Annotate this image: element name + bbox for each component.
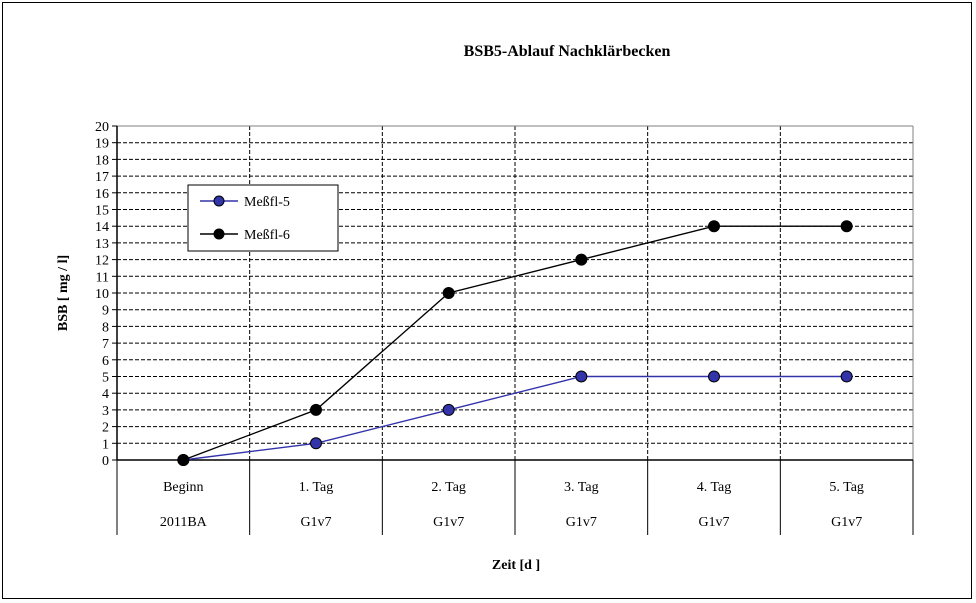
chart-title: BSB5-Ablauf Nachklärbecken [464,43,671,60]
x-tick-sublabel: 2011BA [160,515,208,530]
data-point [310,403,322,416]
x-tick-label: 5. Tag [829,480,864,495]
y-tick-label: 11 [96,270,109,285]
y-tick-label: 9 [102,304,109,319]
x-tick-label: Beginn [163,480,203,495]
y-tick-label: 20 [95,120,109,135]
data-point [575,370,588,383]
y-tick-label: 4 [102,387,109,402]
x-tick-sublabel: G1v7 [300,515,331,530]
y-tick-label: 6 [102,354,109,369]
y-tick-label: 15 [95,204,109,219]
legend-label: Meßfl-5 [244,195,290,210]
x-tick-sublabel: G1v7 [698,515,729,530]
data-point [442,287,455,299]
y-tick-label: 5 [102,371,109,386]
legend: Meßfl-5 Meßfl-6 [187,184,339,252]
data-point [708,370,720,383]
data-point [575,253,588,266]
x-tick-label: 4. Tag [697,480,732,495]
x-tick-label: 1. Tag [299,480,334,495]
chart-svg: BSB5-Ablauf Nachklärbecken BSB [ mg / l]… [56,43,914,573]
legend-swatch-marker [213,195,225,207]
y-tick-label: 13 [95,237,109,252]
data-point [840,220,853,233]
data-point [708,220,720,233]
legend-box [187,184,339,252]
legend-label: Meßfl-6 [244,228,290,243]
plot-area: 01234567891011121314151617181920Beginn20… [95,120,914,535]
y-tick-label: 7 [102,337,109,352]
data-point [310,437,322,450]
y-tick-label: 3 [102,404,109,419]
data-point [840,370,853,383]
y-tick-label: 18 [95,153,109,168]
series-line [183,375,847,461]
y-tick-label: 16 [95,187,109,202]
series-line [183,225,847,461]
y-tick-label: 10 [95,287,109,302]
x-tick-sublabel: G1v7 [566,515,597,530]
legend-swatch-marker [213,228,225,240]
x-tick-label: 2. Tag [431,480,466,495]
y-tick-label: 14 [95,220,109,235]
x-axis-label: Zeit [d ] [492,558,540,573]
y-tick-label: 2 [102,421,109,436]
x-tick-sublabel: G1v7 [831,515,862,530]
y-axis-label: BSB [ mg / l] [56,255,71,331]
data-point [442,403,455,416]
data-point [177,454,190,466]
y-tick-label: 1 [102,437,109,452]
y-tick-label: 17 [95,170,109,185]
x-tick-label: 3. Tag [564,480,599,495]
y-tick-label: 8 [102,320,109,335]
x-tick-sublabel: G1v7 [433,515,464,530]
y-tick-label: 0 [102,454,109,469]
y-tick-label: 12 [95,254,109,269]
y-tick-label: 19 [95,137,109,152]
